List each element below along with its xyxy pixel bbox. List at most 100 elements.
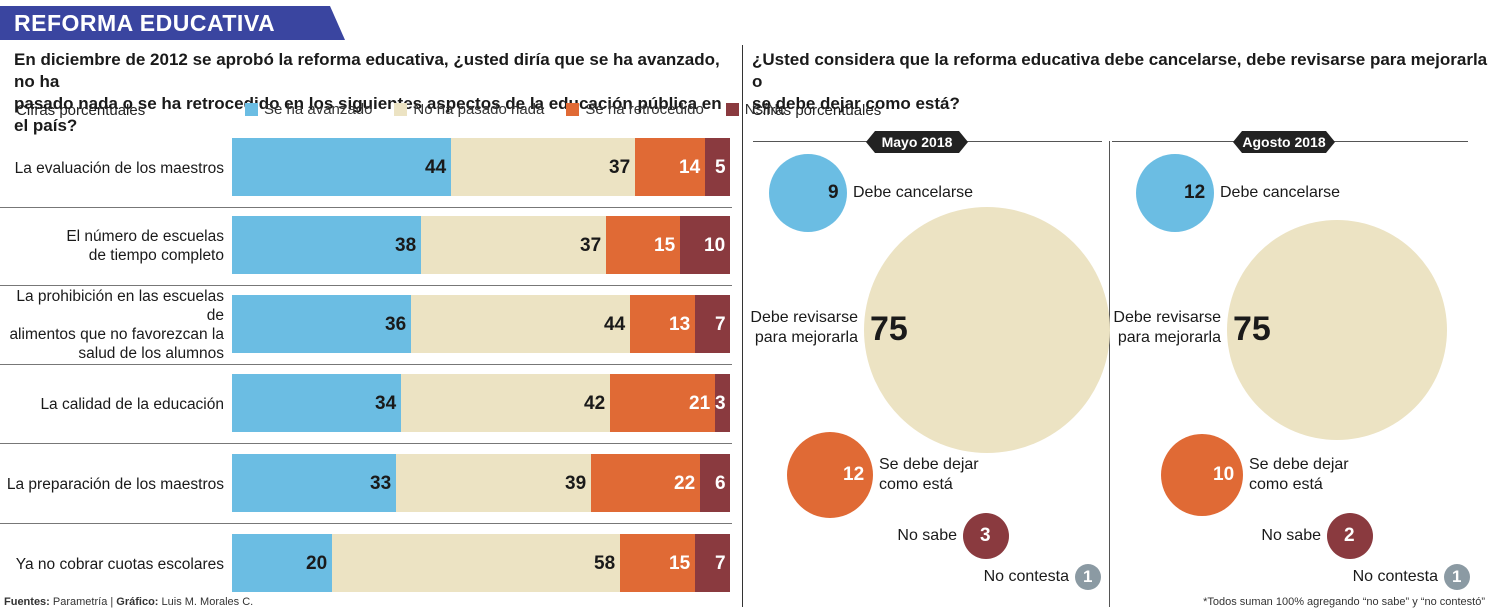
bar-value-label-avanzado: 36 [385, 314, 407, 335]
bar-value-label-nsnc: 5 [715, 157, 726, 178]
bar-category-text: Ya no cobrar cuotas escolares [16, 555, 224, 574]
row-separator [0, 443, 732, 444]
right-question-line1: ¿Usted considera que la reforma educativ… [752, 50, 1488, 91]
bubble-value-nocont: 1 [1452, 567, 1462, 586]
bubble-label-line: como está [1249, 476, 1323, 493]
stacked-bar: 44 37 14 5 [232, 138, 730, 196]
bar-category-label: Ya no cobrar cuotas escolares [6, 526, 224, 602]
bubble-label-line: Se debe dejar [879, 456, 979, 473]
banner-title: REFORMA EDUCATIVA [14, 10, 276, 36]
bubble-value-nocont: 1 [1083, 567, 1093, 586]
bar-segment-nada [421, 216, 606, 274]
row-separator [0, 364, 732, 365]
bubble-value-dejar: 12 [843, 464, 865, 485]
bubble-value-revisar: 75 [1233, 310, 1271, 348]
bar-segment-retrocedido [620, 534, 695, 592]
bubble-revisar [1227, 220, 1447, 440]
row-separator [0, 285, 732, 286]
grafico-text: Luis M. Morales C. [158, 596, 254, 608]
bar-category-text: La evaluación de los maestros [15, 159, 224, 178]
bar-segment-nsnc [705, 138, 730, 196]
bar-segment-retrocedido [610, 374, 715, 432]
bar-category-line: La evaluación de los maestros [14, 159, 224, 177]
grafico-label: Gráfico: [116, 596, 159, 608]
bar-category-line: El número de escuelas [66, 228, 224, 245]
fuentes-label: Fuentes: [4, 596, 50, 608]
bar-value-label-retrocedido: 15 [669, 553, 691, 574]
bar-value-label-nsnc: 7 [715, 314, 726, 335]
bubble-label-line: No sabe [897, 527, 957, 544]
bar-category-text: La preparación de los maestros [7, 475, 224, 494]
footnote: *Todos suman 100% agregando “no sabe” y … [1203, 596, 1485, 608]
legend-item-nsnc: Ns/Nc [725, 101, 786, 118]
bar-segment-nsnc [700, 454, 730, 512]
bar-value-label-nada: 42 [584, 393, 606, 414]
bar-value-label-retrocedido: 13 [669, 314, 691, 335]
bubble-value-cancel: 12 [1184, 182, 1206, 203]
bubble-label-nosabe: No sabe [1237, 526, 1321, 546]
right-question: ¿Usted considera que la reforma educativ… [752, 49, 1492, 115]
legend-label-nsnc: Ns/Nc [744, 101, 786, 118]
bubble-label-line: Debe cancelarse [853, 184, 974, 201]
banner-shape [0, 6, 345, 40]
period-title: Mayo 2018 [881, 134, 953, 150]
bar-segment-nada [401, 374, 610, 432]
bubble-nocont [1444, 564, 1470, 590]
bar-value-label-nada: 37 [580, 235, 602, 256]
bar-segment-nsnc [680, 216, 730, 274]
bar-value-label-avanzado: 20 [306, 553, 328, 574]
bubble-nosabe [963, 513, 1009, 559]
bubble-label-line: para mejorarla [754, 329, 858, 346]
fuentes-text: Parametría | [49, 596, 117, 608]
bubble-label-dejar: Se debe dejar como está [879, 455, 979, 495]
bubble-value-revisar: 75 [870, 310, 908, 348]
bar-category-text: El número de escuelas de tiempo completo [66, 227, 224, 265]
bar-value-label-nada: 44 [604, 314, 626, 335]
bar-category-line: de tiempo completo [88, 247, 224, 264]
bubble-nosabe [1327, 513, 1373, 559]
left-question-line1: En diciembre de 2012 se aprobó la reform… [14, 50, 720, 91]
panel-divider [742, 45, 743, 607]
period-title: Agosto 2018 [1242, 134, 1326, 150]
bubble-label-line: No contesta [1352, 568, 1438, 585]
bubble-label-line: No contesta [983, 568, 1069, 585]
left-question: En diciembre de 2012 se aprobó la reform… [14, 49, 734, 137]
period-tag: Mayo 2018 [866, 131, 968, 153]
bubble-label-line: Debe revisarse [750, 309, 858, 326]
period-tag-shape [1233, 131, 1335, 153]
bar-value-label-nada: 58 [594, 553, 616, 574]
bar-category-line: La calidad de la educación [40, 395, 224, 413]
bubble-label-cancel: Debe cancelarse [1220, 183, 1340, 203]
bar-category-line: salud de los alumnos [78, 345, 224, 362]
legend-label-avanzado: Se ha avanzado [264, 101, 373, 118]
legend-swatch-retrocedido [566, 103, 580, 116]
bubble-label-nosabe: No sabe [873, 526, 957, 546]
left-cifras: Cifras porcentuales [16, 102, 146, 119]
stacked-bar: 36 44 13 7 [232, 295, 730, 353]
bar-segment-retrocedido [635, 138, 705, 196]
bar-segment-avanzado [232, 295, 411, 353]
bar-segment-nada [332, 534, 620, 592]
bar-segment-nsnc [695, 534, 730, 592]
bubble-dejar [1161, 434, 1243, 516]
bar-value-label-avanzado: 33 [370, 473, 392, 494]
legend-label-retrocedido: Se ha retrocedido [585, 101, 704, 118]
bubble-label-cancel: Debe cancelarse [853, 183, 973, 203]
bubble-nocont [1075, 564, 1101, 590]
bubble-label-revisar: Debe revisarse para mejorarla [748, 308, 858, 348]
legend-label-nada: No ha pasado nada [413, 101, 545, 118]
bubble-label-line: No sabe [1261, 527, 1321, 544]
period-tag: Agosto 2018 [1233, 131, 1335, 153]
bar-segment-retrocedido [606, 216, 680, 274]
stacked-bar: 20 58 15 7 [232, 534, 730, 592]
bar-segment-retrocedido [630, 295, 695, 353]
bubble-revisar [864, 207, 1110, 453]
bubble-label-line: Debe revisarse [1113, 309, 1221, 326]
bar-value-label-avanzado: 38 [395, 235, 417, 256]
bubble-label-nocont: No contesta [969, 567, 1069, 587]
bar-category-label: La calidad de la educación [6, 366, 224, 442]
legend-swatch-nsnc [725, 103, 739, 116]
bar-value-label-nsnc: 3 [715, 393, 726, 414]
bar-segment-nada [411, 295, 630, 353]
legend-item-nada: No ha pasado nada [394, 101, 544, 118]
